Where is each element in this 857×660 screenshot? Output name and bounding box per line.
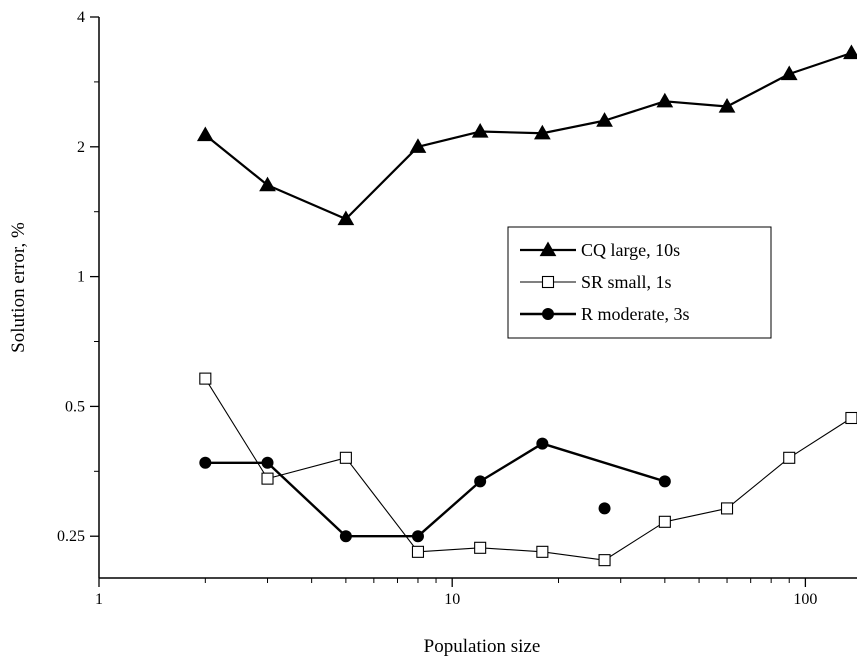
data-point bbox=[261, 456, 274, 469]
x-tick-label: 1 bbox=[95, 591, 103, 608]
data-point bbox=[199, 456, 212, 469]
data-point bbox=[843, 44, 857, 60]
legend-label: R moderate, 3s bbox=[581, 304, 689, 324]
data-point bbox=[845, 411, 857, 425]
y-tick-label: 0.25 bbox=[57, 528, 85, 545]
data-point bbox=[199, 372, 212, 385]
legend-marker bbox=[541, 275, 555, 289]
series-0 bbox=[196, 44, 857, 226]
legend-label: CQ large, 10s bbox=[581, 240, 680, 260]
y-tick-label: 4 bbox=[77, 9, 85, 26]
data-point bbox=[474, 475, 487, 488]
series-line bbox=[205, 442, 666, 538]
series-line bbox=[204, 51, 852, 221]
data-point bbox=[536, 545, 549, 558]
data-point bbox=[658, 515, 671, 528]
legend-marker bbox=[542, 308, 554, 320]
data-point bbox=[259, 176, 276, 192]
data-point bbox=[196, 126, 214, 142]
legend-marker bbox=[539, 241, 557, 257]
y-tick-label: 1 bbox=[77, 269, 85, 286]
series-3 bbox=[598, 502, 611, 515]
data-point bbox=[337, 210, 355, 226]
y-tick-label: 0.5 bbox=[65, 398, 85, 415]
x-tick-label: 100 bbox=[793, 591, 817, 608]
y-axis-title: Solution error, % bbox=[8, 222, 29, 353]
data-point bbox=[409, 138, 427, 153]
x-tick-label: 10 bbox=[444, 591, 460, 608]
data-point bbox=[718, 98, 736, 113]
ticks: 1 10 100 0.25 0.5 1 2 4 bbox=[57, 9, 817, 608]
data-point bbox=[474, 541, 487, 554]
series-1 bbox=[199, 372, 857, 567]
data-point bbox=[261, 472, 274, 485]
series-2 bbox=[199, 437, 671, 543]
data-point bbox=[656, 92, 674, 108]
data-point bbox=[411, 530, 424, 543]
data-point bbox=[780, 65, 798, 81]
data-point bbox=[536, 437, 549, 450]
x-axis-title: Population size bbox=[424, 636, 541, 657]
data-point bbox=[471, 123, 489, 138]
data-point bbox=[411, 545, 425, 558]
legend-label: SR small, 1s bbox=[581, 272, 672, 292]
axes bbox=[98, 17, 857, 579]
data-point bbox=[533, 124, 551, 140]
data-point bbox=[783, 451, 796, 464]
data-point bbox=[596, 112, 613, 127]
series-line bbox=[204, 378, 852, 561]
data-point bbox=[658, 475, 671, 488]
y-tick-label: 2 bbox=[77, 139, 85, 156]
data-point bbox=[339, 530, 352, 543]
data-point bbox=[720, 502, 734, 515]
series-layer bbox=[196, 44, 857, 567]
data-point bbox=[598, 554, 611, 567]
data-point bbox=[339, 451, 352, 464]
legend: CQ large, 10s SR small, 1s R moderate, 3s bbox=[507, 226, 772, 339]
data-point bbox=[598, 502, 611, 515]
